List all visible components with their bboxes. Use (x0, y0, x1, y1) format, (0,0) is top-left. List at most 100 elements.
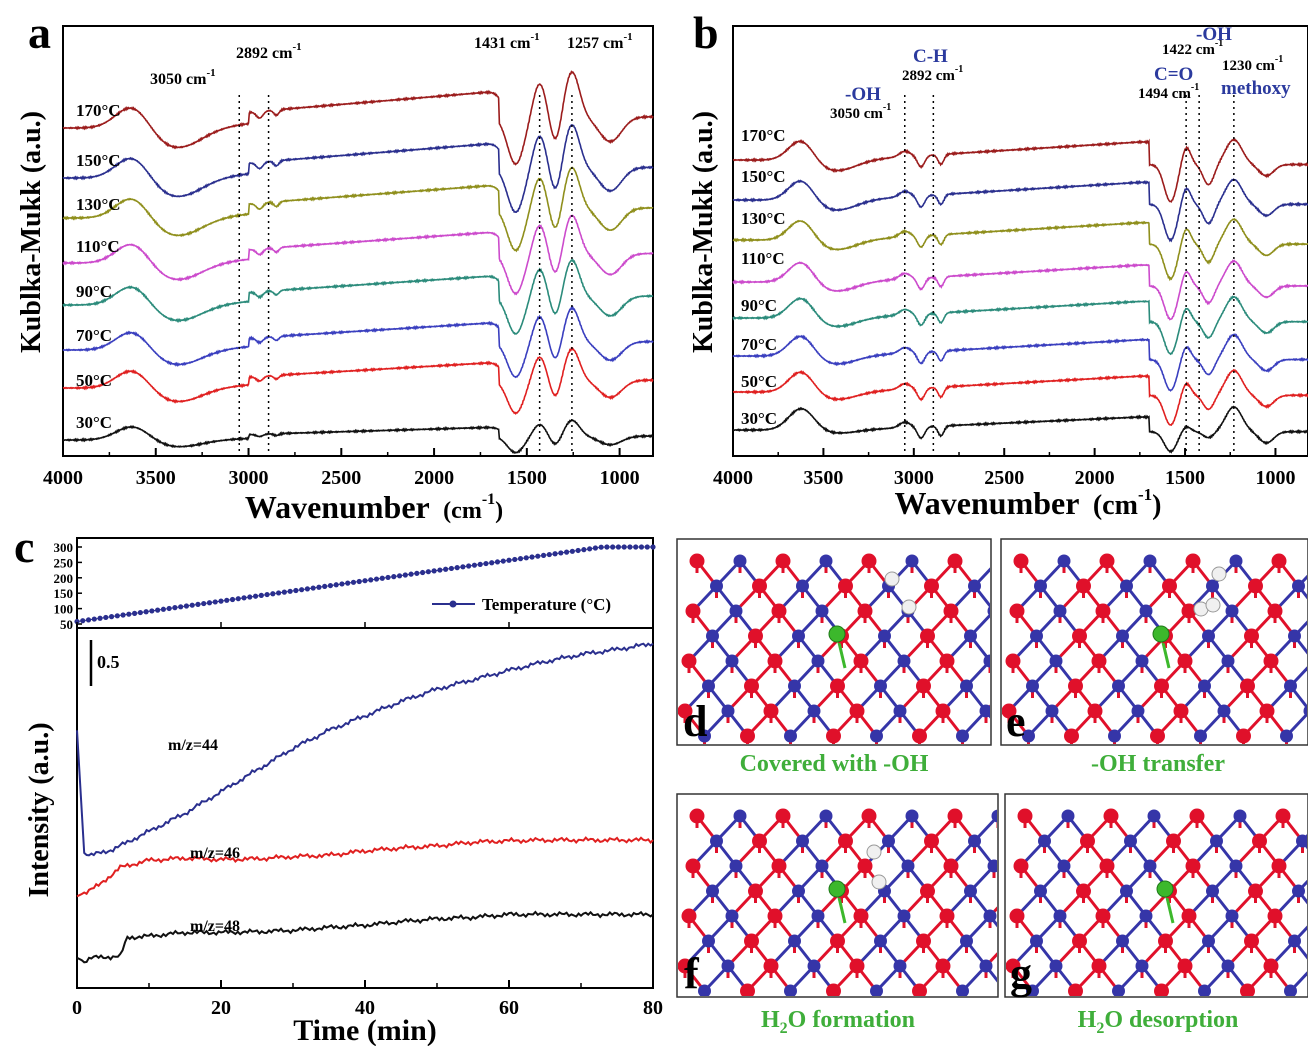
x-tick-label: 3000 (229, 467, 269, 489)
oxygen-atom (776, 809, 791, 824)
oxygen-atom (1014, 554, 1029, 569)
metal-atom (1218, 705, 1231, 718)
metal-atom (1288, 935, 1301, 948)
x-tick-label: 80 (643, 997, 663, 1019)
metal-atom (1136, 655, 1149, 668)
x-tick-label: 1000 (1255, 467, 1295, 489)
peak-label: 1494 cm-1 (1138, 82, 1199, 102)
oxygen-atom (1166, 834, 1181, 849)
panel-b-xlabel: Wavenumber (cm-1) (895, 485, 1162, 521)
metal-atom (1116, 935, 1129, 948)
metal-atom (1058, 555, 1071, 568)
ms-signal-line (77, 912, 653, 962)
oxygen-atom (1072, 934, 1087, 949)
oxygen-atom (854, 909, 869, 924)
metal-atom (894, 960, 907, 973)
metal-atom (968, 580, 981, 593)
metal-atom (1292, 580, 1305, 593)
oxygen-atom (772, 859, 787, 874)
oxygen-atom (752, 834, 767, 849)
series-label: 130°C (741, 209, 786, 228)
metal-atom (1148, 810, 1161, 823)
metal-atom (1120, 580, 1133, 593)
metal-atom (1050, 655, 1063, 668)
ms-signal-line (77, 838, 653, 897)
hydrogen-atom (902, 600, 916, 614)
temperature-legend: Temperature (°C) (432, 595, 611, 614)
metal-atom (710, 580, 723, 593)
spectrum-line-170c (733, 139, 1308, 201)
oxygen-atom (1006, 654, 1021, 669)
metal-atom (808, 705, 821, 718)
metal-atom (792, 630, 805, 643)
metal-atom (820, 555, 833, 568)
metal-atom (1198, 985, 1211, 998)
metal-atom (870, 985, 883, 998)
metal-atom (988, 605, 1001, 618)
peak-label: 1431 cm-1 (474, 31, 540, 52)
oxygen-atom (1236, 729, 1251, 744)
oxygen-atom (1276, 809, 1291, 824)
oxygen-atom (1100, 859, 1115, 874)
structure-panel-e: e (1001, 539, 1308, 748)
caption-f-sub: 2 (780, 1020, 788, 1037)
panel-a: 170°C 150°C 130°C 110°C 90°C 70°C 50°C 30°C 400… (16, 26, 653, 525)
panel-b: 170°C150°C130°C110°C90°C70°C50°C30°C 400… (688, 24, 1308, 521)
oxygen-atom (924, 579, 939, 594)
metal-atom (1234, 810, 1247, 823)
panel-b-xunit-sup: -1 (1138, 485, 1152, 504)
peak-group-label: -OH (1196, 24, 1232, 45)
metal-atom (706, 885, 719, 898)
metal-atom (964, 630, 977, 643)
metal-atom (796, 835, 809, 848)
oxygen-atom (944, 604, 959, 619)
metal-atom (1124, 835, 1137, 848)
oxygen-atom (1244, 629, 1259, 644)
spectrum-line-110c (733, 261, 1308, 320)
metal-atom (820, 810, 833, 823)
oxygen-atom (854, 654, 869, 669)
oxygen-atom (1272, 554, 1287, 569)
scale-bar-label: 0.5 (97, 652, 120, 672)
panel-b-xlabel-main: Wavenumber (895, 485, 1080, 521)
oxygen-atom (682, 909, 697, 924)
oxygen-atom (1240, 679, 1255, 694)
oxygen-atom (744, 934, 759, 949)
peak-label: 1257 cm-1 (567, 31, 633, 52)
metal-atom (1058, 860, 1071, 873)
structure-label-f: f (684, 949, 700, 998)
metal-atom (796, 580, 809, 593)
oxygen-atom (1174, 704, 1189, 719)
x-tick-label: 20 (211, 997, 231, 1019)
oxygen-atom (1096, 604, 1111, 619)
series-label: 70°C (76, 326, 112, 345)
peak-label: 2892 cm-1 (236, 41, 302, 62)
panel-c-xlabel: Time (min) (293, 1014, 437, 1046)
metal-atom (808, 960, 821, 973)
oxygen-atom (1072, 629, 1087, 644)
caption-g: H2O desorption (1078, 1007, 1239, 1037)
metal-atom (816, 860, 829, 873)
ms-signal-label: m/z=44 (168, 737, 218, 754)
panel-label-c: c (14, 521, 34, 572)
x-tick-label: 1500 (507, 467, 547, 489)
spectrum-line-90c (63, 260, 653, 334)
oxygen-atom (1096, 909, 1111, 924)
peak-group-label: methoxy (1221, 78, 1291, 99)
oxygen-atom (1186, 859, 1201, 874)
metal-atom (1292, 885, 1305, 898)
metal-atom (1112, 680, 1125, 693)
oxygen-atom (858, 859, 873, 874)
oxygen-atom (1182, 909, 1197, 924)
structure-label-e: e (1006, 697, 1026, 746)
x-tick-label: 3500 (803, 467, 843, 489)
metal-atom (1034, 885, 1047, 898)
metal-atom (964, 885, 977, 898)
panel-label-a: a (28, 7, 51, 58)
oxygen-atom (862, 809, 877, 824)
metal-atom (788, 680, 801, 693)
oxygen-atom (764, 704, 779, 719)
panel-label-b: b (693, 7, 719, 58)
hydrogen-atom (885, 572, 899, 586)
metal-atom (870, 730, 883, 743)
